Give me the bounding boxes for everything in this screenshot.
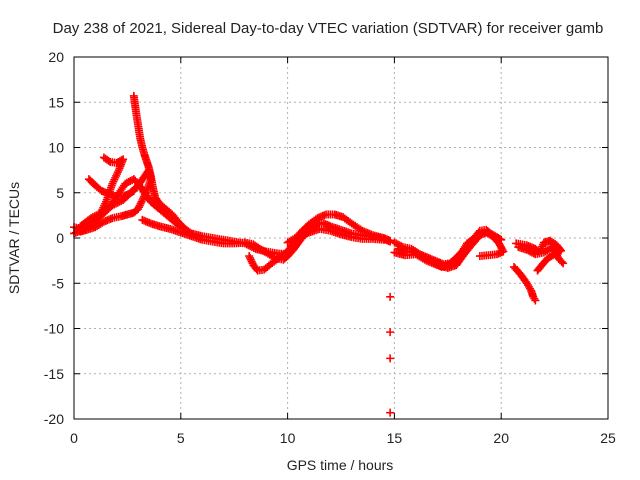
y-tick-label: 20 [48, 49, 64, 65]
y-tick-label: 0 [56, 230, 64, 246]
outlier-point [386, 292, 395, 301]
data-point [76, 227, 85, 236]
outlier-point [386, 328, 395, 337]
data-point [473, 234, 482, 242]
data-point [497, 235, 506, 244]
x-tick-label: 0 [70, 430, 78, 446]
data-points [70, 91, 568, 417]
x-tick-label: 20 [493, 430, 509, 446]
data-point [531, 296, 540, 305]
y-tick-label: 5 [56, 185, 64, 201]
y-tick-label: -15 [44, 366, 64, 382]
x-tick-label: 15 [387, 430, 403, 446]
y-tick-label: 15 [48, 94, 64, 110]
x-tick-label: 25 [600, 430, 616, 446]
x-tick-label: 5 [177, 430, 185, 446]
data-point [559, 259, 568, 268]
y-axis-label: SDTVAR / TECUs [6, 182, 22, 294]
data-point [379, 235, 388, 244]
axis-ticks: 0 5 10 15 20 25 20 15 10 5 0 -5 -10 -15 -20 [44, 49, 616, 446]
outlier-point [386, 354, 395, 363]
outlier-point [386, 408, 395, 417]
data-point [386, 236, 395, 245]
y-tick-label: 10 [48, 140, 64, 156]
y-tick-label: -5 [52, 275, 65, 291]
x-axis-label: GPS time / hours [287, 457, 394, 473]
data-point [475, 252, 484, 261]
data-point [533, 266, 542, 275]
y-tick-label: -10 [44, 321, 64, 337]
y-tick-label: -20 [44, 411, 64, 427]
x-tick-label: 10 [280, 430, 296, 446]
chart-title: Day 238 of 2021, Sidereal Day-to-day VTE… [53, 20, 604, 37]
